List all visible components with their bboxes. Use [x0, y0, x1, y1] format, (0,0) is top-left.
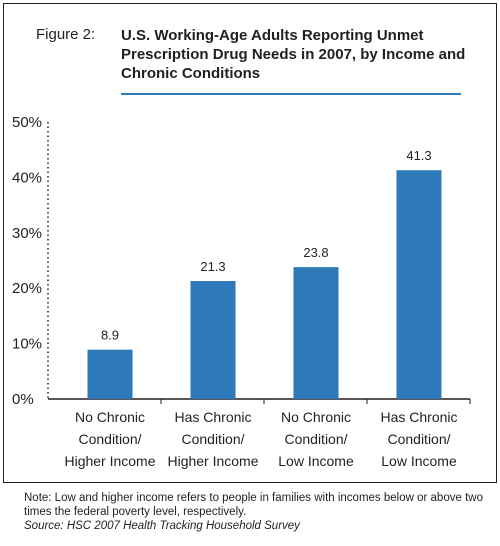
x-category-label: Low Income [381, 453, 457, 469]
y-tick-label: 30% [12, 225, 42, 242]
x-category-label: Condition/ [181, 431, 244, 447]
y-tick-label: 40% [12, 169, 42, 186]
chart-note: Note: Low and higher income refers to pe… [24, 492, 483, 518]
x-category-label: Higher Income [167, 453, 258, 469]
bar [87, 349, 133, 399]
chart-title: U.S. Working-Age Adults Reporting Unmet … [121, 27, 466, 82]
x-category-label: Has Chronic [380, 409, 457, 425]
y-tick-label: 0% [12, 391, 34, 408]
x-category-label: Has Chronic [174, 409, 251, 425]
x-category-label: Condition/ [387, 431, 450, 447]
bar-value-label: 8.9 [101, 328, 119, 343]
bar [396, 170, 442, 399]
x-category-label: Low Income [278, 453, 354, 469]
bar [293, 267, 339, 399]
x-category-label: No Chronic [281, 409, 351, 425]
x-category-label: Condition/ [78, 431, 141, 447]
x-category-label: No Chronic [75, 409, 145, 425]
bar-value-label: 21.3 [200, 259, 225, 274]
y-tick-label: 50% [12, 114, 42, 131]
bar [190, 280, 236, 399]
y-tick-label: 10% [12, 336, 42, 353]
x-category-label: Condition/ [284, 431, 347, 447]
y-tick-label: 20% [12, 280, 42, 297]
chart-source: Source: HSC 2007 Health Tracking Househo… [24, 520, 300, 532]
bar-value-label: 41.3 [406, 148, 431, 163]
title-underline [121, 93, 461, 95]
x-category-label: Higher Income [64, 453, 155, 469]
figure-label: Figure 2: [36, 26, 96, 43]
figure-frame [3, 3, 497, 483]
bar-value-label: 23.8 [303, 245, 328, 260]
